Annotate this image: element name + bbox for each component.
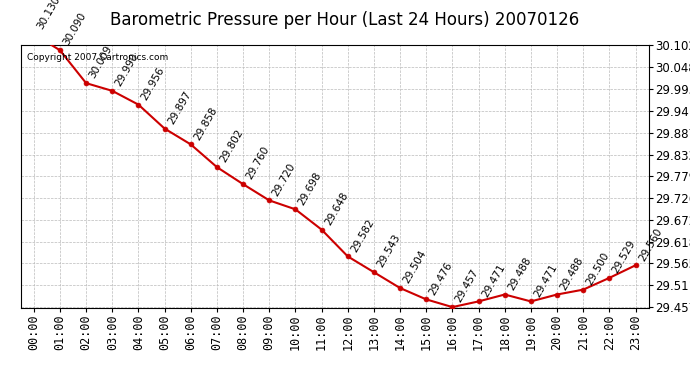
Text: 29.471: 29.471: [532, 262, 559, 299]
Text: 29.457: 29.457: [454, 268, 481, 305]
Text: 29.582: 29.582: [349, 217, 376, 254]
Text: 29.476: 29.476: [428, 260, 455, 297]
Text: 29.990: 29.990: [114, 52, 141, 88]
Text: 29.956: 29.956: [140, 65, 167, 102]
Text: 29.488: 29.488: [506, 255, 533, 292]
Text: 29.698: 29.698: [297, 170, 324, 207]
Text: 30.009: 30.009: [88, 44, 115, 80]
Text: Barometric Pressure per Hour (Last 24 Hours) 20070126: Barometric Pressure per Hour (Last 24 Ho…: [110, 11, 580, 29]
Text: 29.504: 29.504: [402, 249, 428, 285]
Text: 29.529: 29.529: [611, 238, 638, 275]
Text: 29.858: 29.858: [192, 105, 219, 142]
Text: Copyright 2007 Cartronics.com: Copyright 2007 Cartronics.com: [27, 53, 168, 62]
Text: 29.897: 29.897: [166, 89, 193, 126]
Text: 29.648: 29.648: [323, 190, 350, 227]
Text: 29.471: 29.471: [480, 262, 507, 299]
Text: 29.760: 29.760: [244, 145, 271, 182]
Text: 30.130: 30.130: [35, 0, 62, 31]
Text: 29.500: 29.500: [584, 251, 611, 287]
Text: 29.488: 29.488: [558, 255, 585, 292]
Text: 29.720: 29.720: [270, 161, 297, 198]
Text: 29.560: 29.560: [637, 226, 664, 262]
Text: 29.543: 29.543: [375, 233, 402, 269]
Text: 29.802: 29.802: [218, 128, 245, 164]
Text: 30.090: 30.090: [61, 11, 88, 48]
